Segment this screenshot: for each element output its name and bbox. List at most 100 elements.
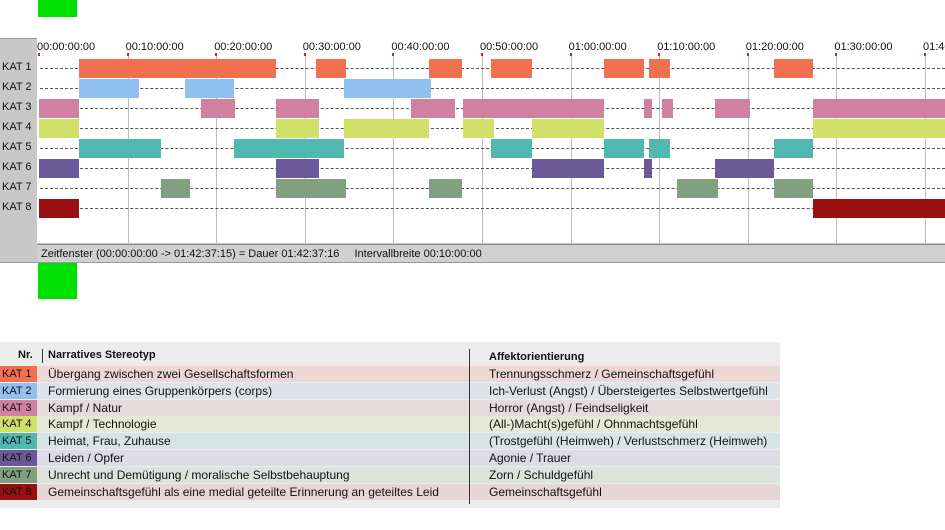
segment-bar[interactable] xyxy=(39,119,79,138)
segment-bar[interactable] xyxy=(648,59,670,78)
segment-bar[interactable] xyxy=(78,59,277,78)
legend-stereotyp: Übergang zwischen zwei Gesellschaftsform… xyxy=(48,367,294,381)
tick-mark xyxy=(569,53,572,56)
legend-color-swatch: KAT 1 xyxy=(0,366,37,382)
tick-label: 00:40:00:00 xyxy=(391,41,450,53)
tick-mark xyxy=(126,53,129,56)
segment-bar[interactable] xyxy=(644,159,653,178)
legend-stereotyp: Unrecht und Demütigung / moralische Selb… xyxy=(48,467,350,482)
segment-bar[interactable] xyxy=(604,139,645,158)
tick-mark xyxy=(38,53,40,56)
tick-mark xyxy=(481,53,483,56)
tick-label: 00:30:00:00 xyxy=(302,41,361,53)
tick-label: 00:00:00:00 xyxy=(37,41,96,53)
segment-bar[interactable] xyxy=(490,59,532,78)
segment-bar[interactable] xyxy=(813,199,945,218)
tick-mark xyxy=(658,53,661,56)
segment-bar[interactable] xyxy=(531,159,605,178)
segment-bar[interactable] xyxy=(185,79,234,98)
time-marker-bottom[interactable] xyxy=(38,263,77,299)
segment-bar[interactable] xyxy=(39,99,79,118)
legend-row: KAT 3 Kampf / Natur Horror (Angst) / Feind… xyxy=(0,399,780,416)
segment-bar[interactable] xyxy=(161,179,190,198)
legend-affekt: Ich-Verlust (Angst) / Übersteigertes Sel… xyxy=(489,383,768,398)
legend-color-swatch: KAT 4 xyxy=(0,416,37,433)
legend-affekt: Gemeinschaftsgefühl xyxy=(489,484,602,499)
legend-row: KAT 6 Leiden / Opfer Agonie / Trauer xyxy=(0,450,780,466)
segment-bar[interactable] xyxy=(813,119,945,138)
segment-bar[interactable] xyxy=(774,59,814,78)
legend-affekt: (Trostgefühl (Heimweh) / Verlustschmerz … xyxy=(489,434,768,449)
legend-color-swatch: KAT 8 xyxy=(0,483,37,500)
segment-bar[interactable] xyxy=(201,99,235,118)
segment-bar[interactable] xyxy=(462,99,605,118)
segment-bar[interactable] xyxy=(428,59,463,78)
legend-row: KAT 2 Formierung eines Gruppenkörpers (co… xyxy=(0,382,780,399)
segment-bar[interactable] xyxy=(715,159,775,178)
tick-label: 00:20:00:00 xyxy=(214,41,273,53)
row-label: KAT 2 xyxy=(2,81,32,93)
segment-bar[interactable] xyxy=(644,99,653,118)
segment-bar[interactable] xyxy=(343,79,431,98)
legend-stereotyp: Kampf / Technologie xyxy=(48,417,157,432)
legend-stereotyp: Leiden / Opfer xyxy=(48,451,125,465)
legend-row: KAT 5 Heimat, Frau, Zuhause (Trostgefühl (… xyxy=(0,433,780,450)
row-guide xyxy=(40,208,945,209)
legend-stereotyp: Formierung eines Gruppenkörpers (corps) xyxy=(48,383,273,398)
segment-bar[interactable] xyxy=(676,179,718,198)
row-label: KAT 5 xyxy=(2,141,32,153)
segment-bar[interactable] xyxy=(276,119,319,138)
segment-bar[interactable] xyxy=(276,179,346,198)
segment-bar[interactable] xyxy=(428,179,463,198)
legend-color-swatch: KAT 3 xyxy=(0,399,37,416)
legend-color-swatch: KAT 6 xyxy=(0,450,37,466)
segment-bar[interactable] xyxy=(648,139,670,158)
segment-bar[interactable] xyxy=(604,59,645,78)
segment-bar[interactable] xyxy=(462,119,494,138)
header-separator xyxy=(42,349,43,363)
legend-row: KAT 1 Übergang zwischen zwei Gesellschaft… xyxy=(0,366,780,382)
segment-bar[interactable] xyxy=(774,139,814,158)
tick-mark xyxy=(215,53,218,56)
legend-stereotyp: Heimat, Frau, Zuhause xyxy=(48,434,171,449)
row-label: KAT 1 xyxy=(2,61,32,73)
segment-bar[interactable] xyxy=(39,199,79,218)
gridline xyxy=(747,56,749,243)
row-label: KAT 6 xyxy=(2,161,32,173)
time-window-text: Zeitfenster (00:00:00:00 -> 01:42:37:15)… xyxy=(41,248,340,260)
segment-bar[interactable] xyxy=(78,139,162,158)
legend-header-nr: Nr. xyxy=(18,349,33,361)
legend-color-swatch: KAT 5 xyxy=(0,433,37,450)
segment-bar[interactable] xyxy=(78,79,140,98)
segment-bar[interactable] xyxy=(233,139,344,158)
segment-bar[interactable] xyxy=(813,99,945,118)
tick-label: 01:20:00:00 xyxy=(745,41,804,53)
segment-bar[interactable] xyxy=(531,119,605,138)
legend-row: KAT 4 Kampf / Technologie (All-)Macht(s)ge… xyxy=(0,416,780,433)
segment-bar[interactable] xyxy=(276,99,319,118)
tick-mark xyxy=(392,53,395,56)
legend-header-stereotyp: Narratives Stereotyp xyxy=(48,349,156,361)
segment-bar[interactable] xyxy=(490,139,532,158)
segment-bar[interactable] xyxy=(774,179,814,198)
tick-label: 00:50:00:00 xyxy=(480,41,539,53)
tick-label: 01:10:00:00 xyxy=(657,41,716,53)
row-label: KAT 4 xyxy=(2,121,32,133)
column-separator xyxy=(469,349,470,504)
gridline xyxy=(393,56,395,243)
legend-affekt: (All-)Macht(s)gefühl / Ohnmachtsgefühl xyxy=(489,417,698,432)
segment-bar[interactable] xyxy=(276,159,319,178)
segment-bar[interactable] xyxy=(715,99,750,118)
legend-stereotyp: Kampf / Natur xyxy=(48,400,123,415)
segment-bar[interactable] xyxy=(343,119,429,138)
row-guide xyxy=(40,188,945,189)
segment-bar[interactable] xyxy=(411,99,456,118)
legend-color-swatch: KAT 7 xyxy=(0,466,37,483)
tick-mark xyxy=(924,53,926,56)
legend-header-affekt: Affektorientierung xyxy=(489,351,585,363)
segment-bar[interactable] xyxy=(39,159,79,178)
segment-bar[interactable] xyxy=(661,99,674,118)
legend-affekt: Horror (Angst) / Feindseligkeit xyxy=(489,400,649,415)
segment-bar[interactable] xyxy=(316,59,346,78)
tick-label: 01:40 xyxy=(923,41,945,53)
